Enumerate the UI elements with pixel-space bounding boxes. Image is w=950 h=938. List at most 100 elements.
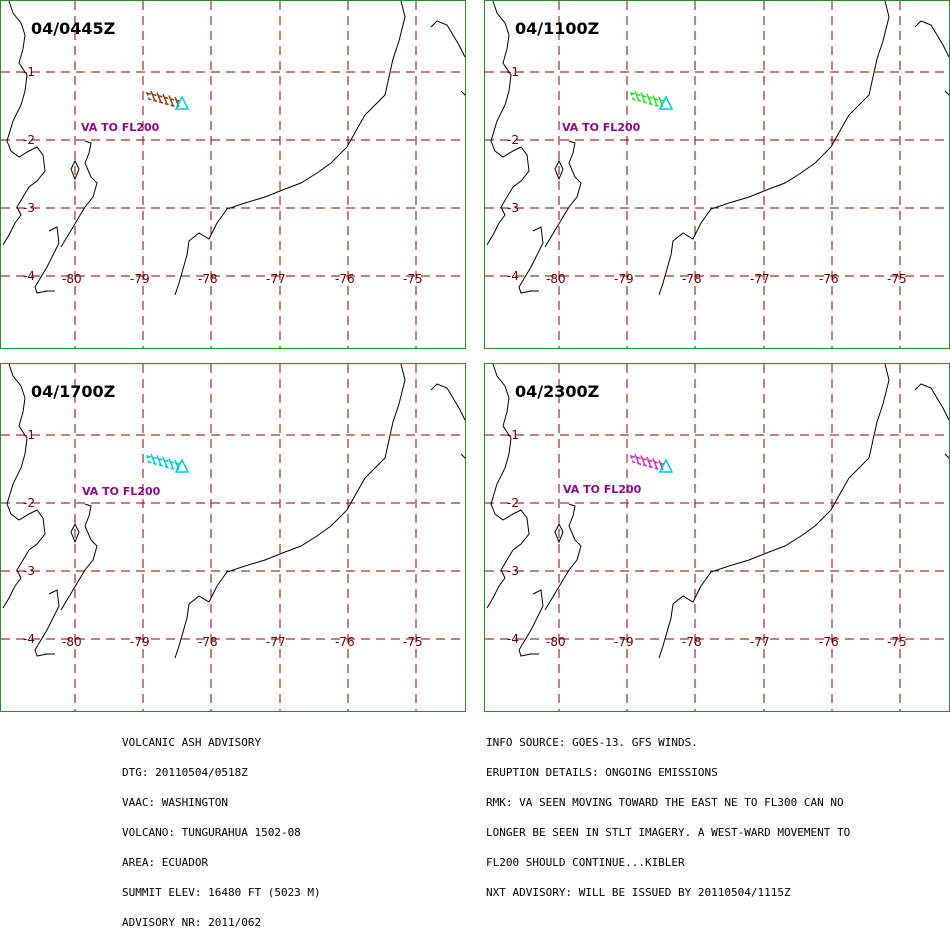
advisory-line: VOLCANO: TUNGURAHUA 1502-08 bbox=[122, 826, 301, 839]
panel-time-label: 04/1700Z bbox=[31, 382, 116, 401]
coastline bbox=[914, 383, 949, 421]
lat-label: -1 bbox=[507, 428, 519, 442]
lon-label: -76 bbox=[819, 635, 839, 649]
lat-label: -4 bbox=[23, 269, 35, 283]
lat-label: -4 bbox=[507, 269, 519, 283]
coastline bbox=[460, 90, 465, 96]
panel-time-label: 04/2300Z bbox=[515, 382, 600, 401]
lon-label: -80 bbox=[62, 635, 82, 649]
ash-hatch bbox=[150, 453, 156, 465]
lon-label: -78 bbox=[682, 635, 702, 649]
coastline bbox=[486, 364, 530, 609]
map-panel-4: 04/2300Z VA TO FL200 -1 -2 -3 -4 -80 -79… bbox=[484, 363, 950, 712]
lat-label: -2 bbox=[23, 496, 35, 510]
ash-hatch bbox=[634, 453, 640, 465]
lon-label: -77 bbox=[750, 272, 770, 286]
ash-altitude-label: VA TO FL200 bbox=[81, 121, 160, 134]
lat-lon-grid bbox=[1, 1, 465, 348]
advisory-line: VAAC: WASHINGTON bbox=[122, 796, 228, 809]
coastline bbox=[518, 589, 544, 657]
ash-hatch bbox=[162, 456, 168, 468]
advisory-line: NXT ADVISORY: WILL BE ISSUED BY 20110504… bbox=[486, 886, 791, 899]
coastline bbox=[486, 1, 530, 246]
lon-label: -78 bbox=[198, 635, 218, 649]
lat-label: -3 bbox=[23, 201, 35, 215]
coastline bbox=[2, 1, 46, 246]
country-border bbox=[174, 364, 406, 659]
ash-hatch bbox=[162, 93, 168, 105]
panel-time-label: 04/1100Z bbox=[515, 19, 600, 38]
lon-label: -76 bbox=[819, 272, 839, 286]
coastline bbox=[430, 383, 465, 421]
lon-label: -75 bbox=[403, 635, 423, 649]
advisory-line: SUMMIT ELEV: 16480 FT (5023 M) bbox=[122, 886, 321, 899]
advisory-line: AREA: ECUADOR bbox=[122, 856, 209, 869]
ash-hatch bbox=[640, 92, 646, 103]
advisory-header-block: VOLCANIC ASH ADVISORY DTG: 20110504/0518… bbox=[122, 718, 321, 938]
country-border bbox=[658, 1, 890, 296]
coastline bbox=[944, 90, 949, 96]
advisory-line: ERUPTION DETAILS: ONGOING EMISSIONS bbox=[486, 766, 718, 779]
coastline bbox=[34, 226, 60, 294]
coastline bbox=[460, 453, 465, 459]
ash-hatch bbox=[634, 90, 640, 102]
ash-hatch bbox=[652, 95, 658, 106]
coastline bbox=[430, 20, 465, 58]
map-canvas bbox=[1, 364, 465, 711]
coastline bbox=[554, 522, 564, 544]
ash-plume bbox=[629, 453, 664, 471]
ash-hatch bbox=[652, 458, 658, 469]
coastline bbox=[70, 159, 80, 181]
ash-hatch bbox=[640, 455, 646, 466]
coastline bbox=[60, 503, 98, 611]
ash-plume bbox=[145, 90, 180, 108]
map-canvas bbox=[1, 1, 465, 348]
lon-label: -76 bbox=[335, 272, 355, 286]
advisory-line: INFO SOURCE: GOES-13. GFS WINDS. bbox=[486, 736, 698, 749]
lat-label: -4 bbox=[507, 632, 519, 646]
advisory-details-block: INFO SOURCE: GOES-13. GFS WINDS. ERUPTIO… bbox=[486, 718, 850, 908]
ash-hatch bbox=[646, 456, 652, 468]
ash-hatch bbox=[168, 458, 174, 469]
lon-label: -75 bbox=[887, 635, 907, 649]
panel-time-label: 04/0445Z bbox=[31, 19, 116, 38]
lat-lon-grid bbox=[485, 364, 949, 711]
advisory-line: ADVISORY NR: 2011/062 bbox=[122, 916, 262, 929]
ash-hatch bbox=[646, 93, 652, 105]
ash-altitude-label: VA TO FL200 bbox=[563, 483, 642, 496]
lon-label: -75 bbox=[887, 272, 907, 286]
lon-label: -77 bbox=[266, 272, 286, 286]
map-canvas bbox=[485, 364, 949, 711]
ash-plume bbox=[145, 453, 180, 471]
lat-lon-grid bbox=[485, 1, 949, 348]
map-panel-3: 04/1700Z VA TO FL200 -1 -2 -3 -4 -80 -79… bbox=[0, 363, 466, 712]
ash-hatch bbox=[150, 90, 156, 102]
coastline bbox=[2, 364, 46, 609]
ash-altitude-label: VA TO FL200 bbox=[562, 121, 641, 134]
coastline bbox=[518, 226, 544, 294]
ash-hatch bbox=[156, 455, 162, 466]
lon-label: -77 bbox=[266, 635, 286, 649]
ash-hatch bbox=[156, 92, 162, 103]
lat-label: -3 bbox=[507, 201, 519, 215]
coastline bbox=[544, 503, 582, 611]
lat-lon-grid bbox=[1, 364, 465, 711]
map-canvas bbox=[485, 1, 949, 348]
coastline bbox=[554, 159, 564, 181]
lat-label: -1 bbox=[23, 65, 35, 79]
lat-label: -3 bbox=[507, 564, 519, 578]
volcano-triangle-icon bbox=[658, 458, 674, 473]
lon-label: -80 bbox=[62, 272, 82, 286]
volcano-triangle-icon bbox=[658, 95, 674, 110]
map-panel-2: 04/1100Z VA TO FL200 -1 -2 -3 -4 -80 -79… bbox=[484, 0, 950, 349]
lat-label: -1 bbox=[23, 428, 35, 442]
volcano-triangle-icon bbox=[174, 95, 190, 110]
lat-label: -4 bbox=[23, 632, 35, 646]
advisory-line: RMK: VA SEEN MOVING TOWARD THE EAST NE T… bbox=[486, 796, 844, 809]
lat-label: -1 bbox=[507, 65, 519, 79]
lon-label: -75 bbox=[403, 272, 423, 286]
lon-label: -80 bbox=[546, 635, 566, 649]
lon-label: -78 bbox=[198, 272, 218, 286]
map-panel-1: 04/0445Z VA TO FL200 -1 -2 -3 -4 -80 -79… bbox=[0, 0, 466, 349]
lon-label: -79 bbox=[130, 272, 150, 286]
